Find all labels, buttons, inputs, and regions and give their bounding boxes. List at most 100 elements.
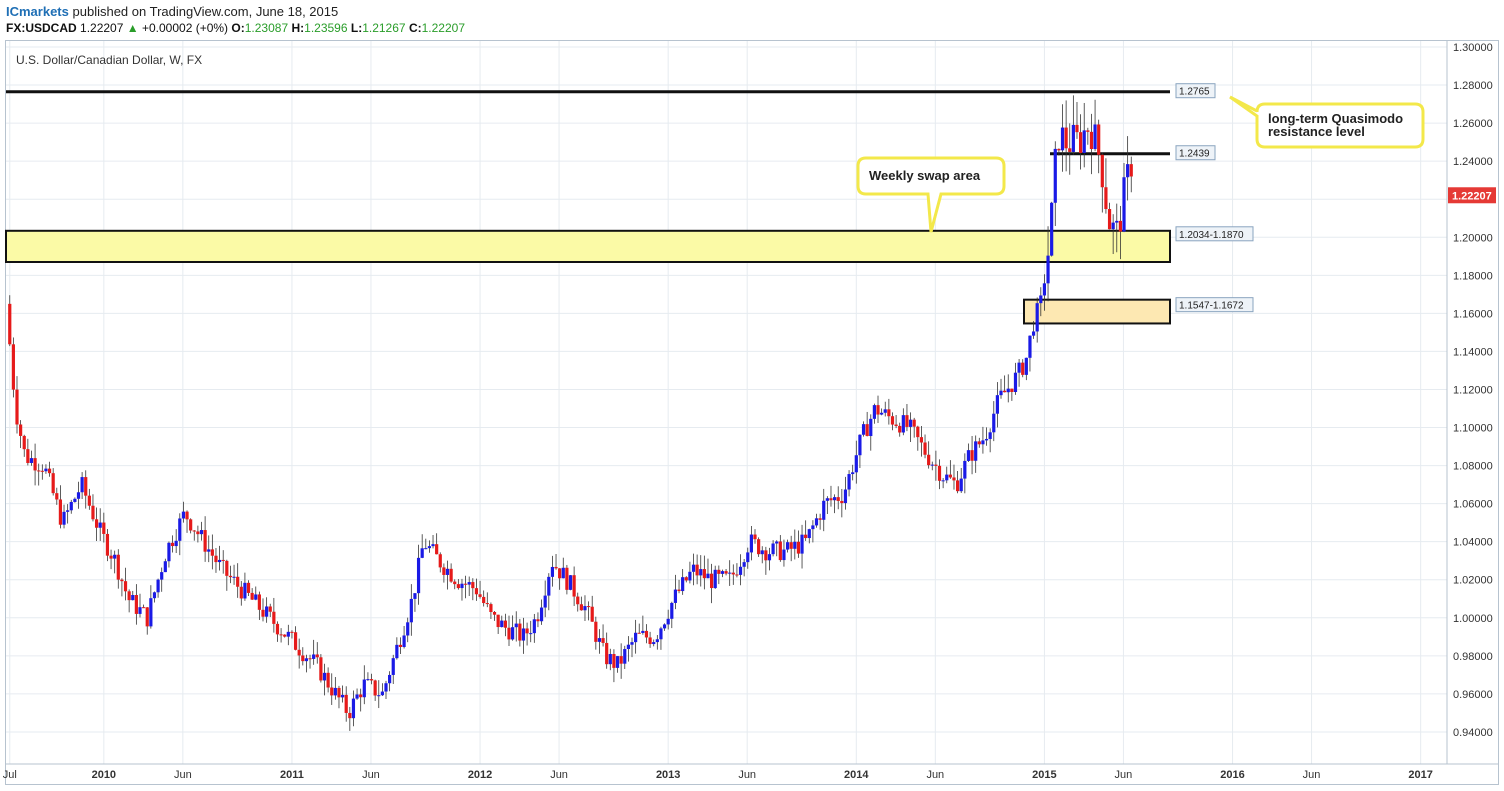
candle-body (1129, 164, 1133, 177)
candle-body (283, 634, 287, 637)
candle-body (916, 426, 920, 438)
candle-body (612, 654, 616, 668)
candle-body (738, 566, 743, 575)
y-tick-label: 0.96000 (1453, 689, 1493, 701)
candle-body (301, 655, 305, 662)
quasimodo-annotation: long-term Quasimodo resistance level (1268, 111, 1403, 139)
x-tick-label: Jun (926, 769, 944, 781)
candle-body (369, 679, 374, 681)
candle-body (250, 592, 254, 600)
candle-body (330, 687, 334, 696)
candle-body (123, 581, 128, 592)
candle-body (529, 633, 533, 635)
published-text: published on TradingView.com, June 18, 2… (72, 4, 339, 19)
candle-body (279, 634, 283, 636)
candle-body (644, 630, 649, 638)
open-value: 1.23087 (244, 21, 289, 35)
level-label-box (1175, 83, 1216, 99)
candle-body (945, 474, 949, 481)
chart-frame[interactable] (5, 40, 1499, 785)
candle-body (438, 554, 442, 568)
candle-body (637, 632, 641, 634)
candle-body (167, 542, 171, 562)
publisher-line: ICmarkets published on TradingView.com, … (6, 4, 338, 19)
candle-body (322, 672, 327, 681)
candle-body (999, 390, 1003, 396)
candle-body (326, 672, 330, 688)
demand-zone[interactable] (1023, 298, 1171, 325)
candle-body (442, 567, 446, 575)
candle-body (460, 583, 464, 589)
candle-body (843, 489, 848, 504)
candle-body (265, 606, 269, 617)
candle-body (388, 674, 392, 684)
candle-body (225, 560, 229, 576)
candle-body (482, 596, 486, 604)
candle-body (836, 497, 840, 501)
candle-body (1078, 132, 1083, 153)
candle-body (854, 455, 858, 473)
candle-body (435, 544, 439, 555)
candle-body (576, 596, 580, 605)
candle-body (131, 595, 135, 601)
candle-body (1017, 362, 1021, 373)
x-tick-label: Jun (174, 769, 192, 781)
candle-body (503, 620, 507, 628)
candle-body (583, 606, 587, 611)
candle-body (178, 518, 182, 541)
candle-body (785, 542, 790, 550)
candle-body (15, 389, 19, 425)
candle-body (565, 567, 569, 590)
candle-body (453, 581, 457, 585)
candle-body (927, 454, 931, 466)
candle-body (974, 441, 978, 461)
candle-body (840, 500, 844, 504)
candle-body (207, 549, 211, 552)
candle-body (156, 579, 160, 593)
candle-body (1104, 187, 1108, 210)
candle-body (952, 477, 956, 481)
candle-body (189, 519, 193, 531)
zone-label: 1.2034-1.1870 (1179, 230, 1244, 241)
candle-body (677, 589, 681, 592)
candle-body (507, 627, 511, 640)
candle-body (257, 594, 261, 610)
candle-body (492, 612, 497, 615)
candle-body (728, 572, 732, 574)
candle-body (1006, 388, 1010, 393)
candle-body (709, 573, 714, 589)
candle-body (120, 579, 124, 582)
candle-body (37, 470, 41, 472)
swap-zone[interactable] (5, 229, 1171, 263)
brand-link[interactable]: ICmarkets (6, 4, 69, 19)
candle-body (319, 657, 323, 681)
candle-body (420, 548, 424, 558)
candle-body (695, 564, 699, 576)
candle-body (500, 620, 504, 628)
y-tick-label: 1.10000 (1453, 423, 1493, 435)
candle-body (409, 598, 413, 623)
candle-body (594, 621, 598, 642)
candle-body (880, 412, 884, 415)
candle-body (29, 458, 34, 463)
x-tick-label: Jun (362, 769, 380, 781)
candle-body (340, 694, 345, 698)
candle-body (626, 644, 630, 650)
candle-body (1089, 131, 1094, 150)
candle-body (185, 511, 189, 520)
candle-body (793, 541, 797, 549)
candle-body (51, 473, 55, 494)
candle-body (228, 575, 233, 578)
quote-line: FX:USDCAD 1.22207 ▲ +0.00002 (+0%) O:1.2… (6, 21, 465, 35)
candle-body (572, 575, 576, 597)
x-tick-label: Jun (1303, 769, 1321, 781)
candle-body (290, 631, 294, 633)
x-tick-label: 2011 (280, 769, 304, 781)
candle-body (362, 679, 366, 698)
candle-body (1122, 177, 1126, 232)
candle-body (254, 594, 258, 600)
candle-body (8, 303, 12, 345)
candle-body (586, 606, 591, 608)
candle-body (554, 566, 558, 569)
